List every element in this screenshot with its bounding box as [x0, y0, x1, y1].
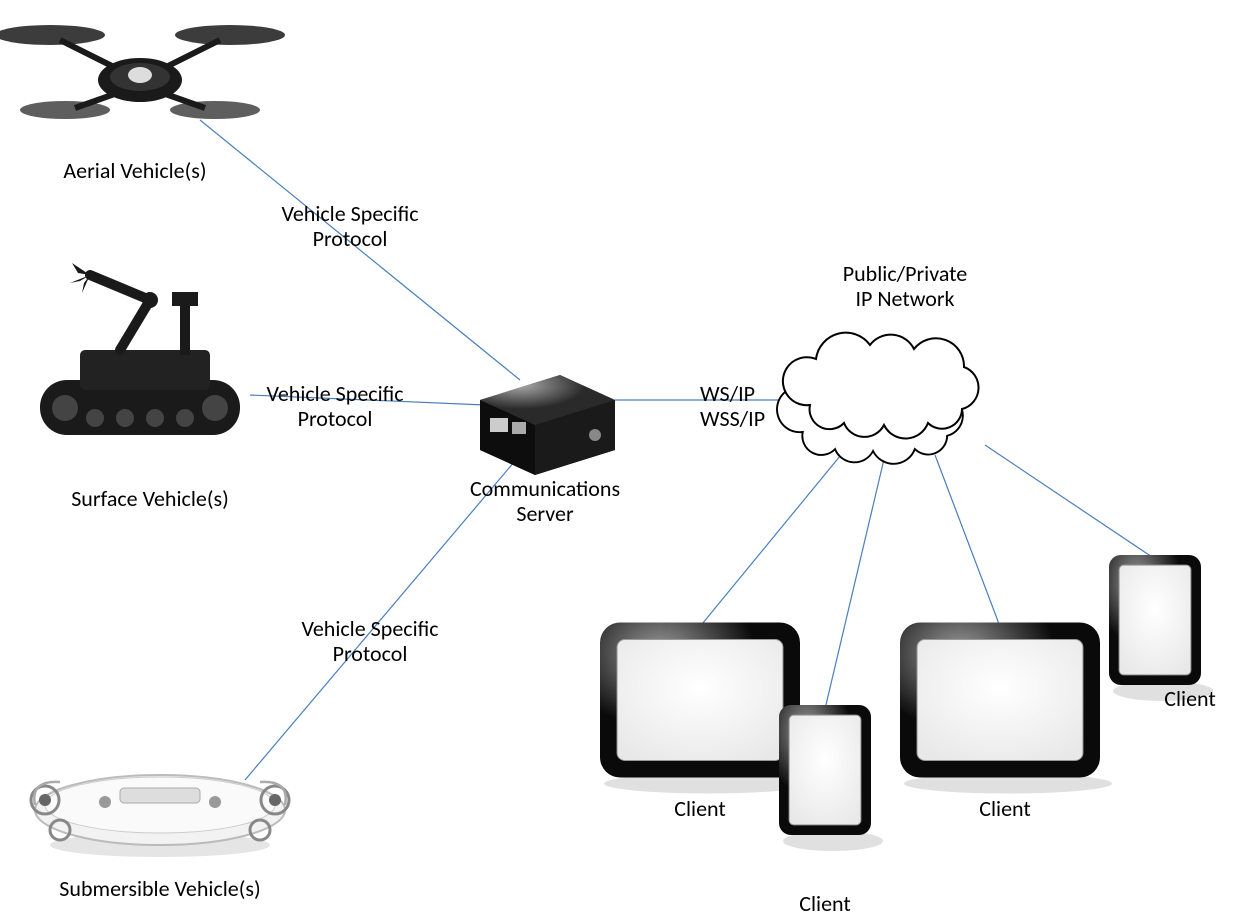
label: Public/Private IP Network [755, 261, 1055, 312]
cloud-icon [777, 333, 979, 464]
label: Client [1040, 686, 1250, 711]
label: Vehicle Specific Protocol [200, 201, 500, 252]
network-diagram [0, 0, 1250, 915]
label: Client [855, 796, 1155, 821]
label: Surface Vehicle(s) [0, 486, 300, 511]
client-device-icon [1109, 555, 1213, 701]
label: Client [675, 891, 975, 916]
label: Vehicle Specific Protocol [185, 381, 485, 432]
label: Communications Server [395, 476, 695, 527]
label: Aerial Vehicle(s) [0, 158, 285, 183]
submersible-vehicle-icon [31, 775, 289, 857]
server-icon [480, 375, 615, 475]
client-device-icon [779, 705, 883, 851]
label: Vehicle Specific Protocol [220, 616, 520, 667]
label: Submersible Vehicle(s) [10, 876, 310, 901]
label: WS/IP WSS/IP [700, 381, 765, 432]
label: Client [550, 796, 850, 821]
aerial-vehicle-icon [0, 25, 285, 119]
